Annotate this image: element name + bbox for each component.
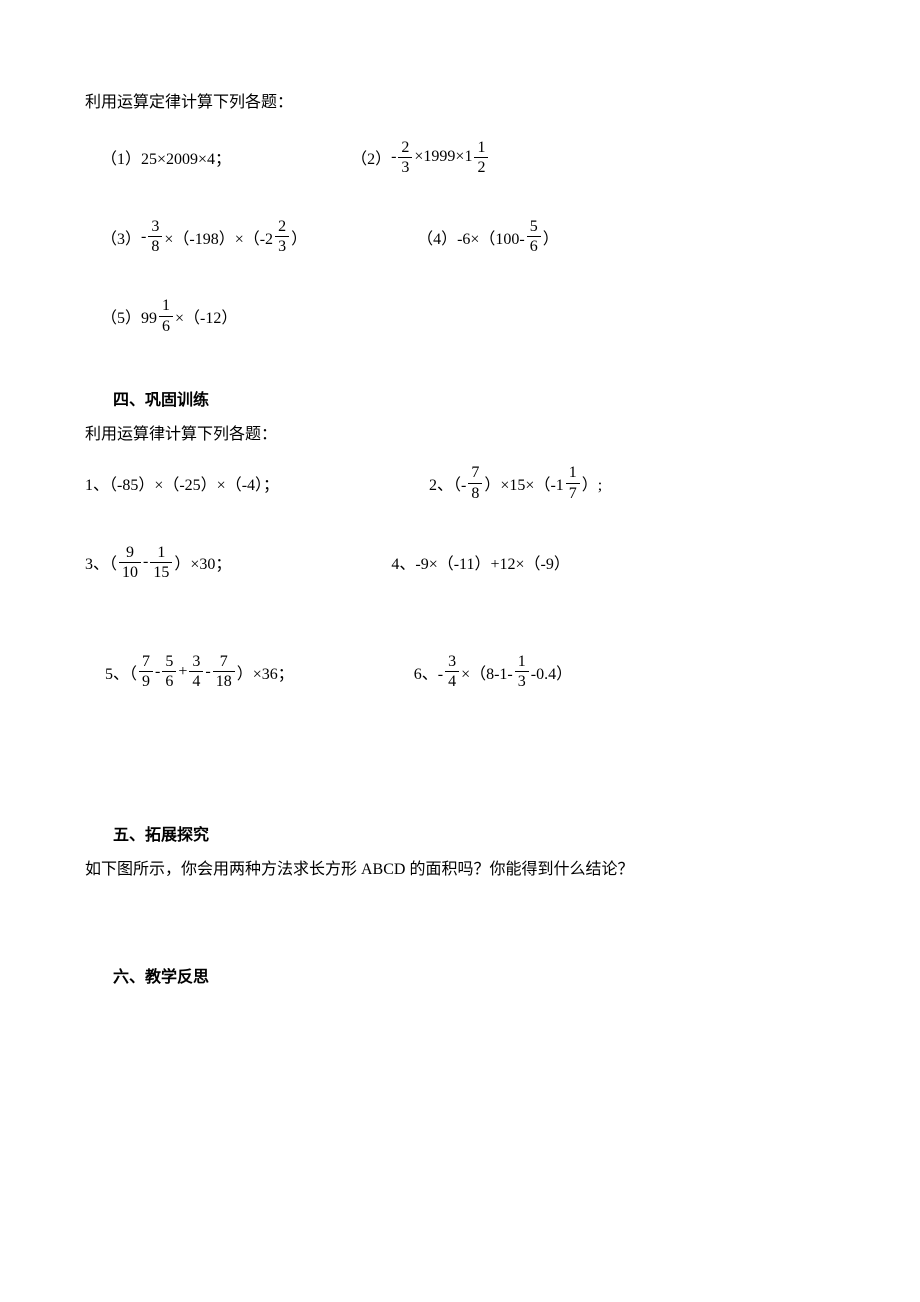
frac-den: 8: [468, 484, 482, 503]
p5: （5）99 1 6 ×（-12）: [85, 296, 237, 335]
frac-1-3: 1 3: [515, 652, 529, 691]
frac-1-2: 1 2: [474, 138, 488, 177]
frac-den: 7: [566, 484, 580, 503]
p3-mid: ×（-198）×（-2: [164, 225, 273, 249]
intro-2: 利用运算律计算下列各题：: [85, 422, 835, 448]
row-q3-q4: 3、（ 9 10 - 1 15 ）×30； 4、-9×（-11）+12×（-9）: [85, 543, 835, 582]
q2: 2、（- 7 8 ）×15×（-1 1 7 ）;: [429, 463, 602, 502]
frac-num: 1: [566, 463, 580, 483]
q3: 3、（ 9 10 - 1 15 ）×30；: [85, 543, 231, 582]
frac-3-4b: 3 4: [445, 652, 459, 691]
row-q5-q6: 5、（ 7 9 - 5 6 + 3 4 - 7 18 ）×36； 6、- 3 4…: [85, 652, 835, 691]
q6-label: 6、-: [414, 660, 443, 684]
frac-1-6: 1 6: [159, 296, 173, 335]
heading-5: 五、拓展探究: [85, 821, 835, 845]
q5-m1: -: [155, 663, 160, 681]
q6: 6、- 3 4 ×（8-1- 1 3 -0.4）: [414, 652, 572, 691]
p5-suffix: ×（-12）: [175, 304, 237, 328]
row-p5: （5）99 1 6 ×（-12）: [85, 296, 835, 335]
p2-label: （2）: [351, 145, 391, 169]
row-p1-p2: （1）25×2009×4； （2） - 2 3 ×1999×1 1 2: [85, 138, 835, 177]
q6-suffix: -0.4）: [531, 660, 572, 684]
frac-den: 3: [398, 158, 412, 177]
frac-1-7: 1 7: [566, 463, 580, 502]
p1: （1）25×2009×4；: [85, 145, 231, 169]
row-p3-p4: （3） - 3 8 ×（-198）×（-2 2 3 ） （4）-6×（100- …: [85, 217, 835, 256]
frac-7-9: 7 9: [139, 652, 153, 691]
frac-den: 6: [162, 672, 176, 691]
p2-prefix: -: [391, 148, 396, 166]
frac-num: 1: [159, 296, 173, 316]
p3: （3） - 3 8 ×（-198）×（-2 2 3 ）: [85, 217, 307, 256]
q6-mid: ×（8-1-: [461, 660, 513, 684]
heading-6: 六、教学反思: [85, 963, 835, 987]
frac-9-10: 9 10: [119, 543, 141, 582]
q3-label: 3、（: [85, 550, 117, 574]
frac-den: 8: [148, 237, 162, 256]
frac-num: 9: [119, 543, 141, 563]
frac-num: 2: [398, 138, 412, 158]
q4: 4、-9×（-11）+12×（-9）: [391, 550, 569, 574]
q3-mid: -: [143, 553, 148, 571]
p2: （2） - 2 3 ×1999×1 1 2: [351, 138, 490, 177]
frac-5-6: 5 6: [527, 217, 541, 256]
frac-den: 18: [213, 672, 235, 691]
frac-7-8: 7 8: [468, 463, 482, 502]
frac-num: 1: [150, 543, 172, 563]
p4-label: （4）-6×（100-: [417, 225, 525, 249]
frac-den: 6: [527, 237, 541, 256]
q5-label: 5、（: [105, 660, 137, 684]
frac-5-6b: 5 6: [162, 652, 176, 691]
frac-3-4: 3 4: [189, 652, 203, 691]
frac-den: 2: [474, 158, 488, 177]
p2-mid: ×1999×1: [414, 148, 472, 166]
q5-m2: +: [178, 663, 187, 681]
frac-1-15: 1 15: [150, 543, 172, 582]
q5-m3: -: [205, 663, 210, 681]
frac-num: 7: [139, 652, 153, 672]
frac-den: 10: [119, 563, 141, 582]
heading-4: 四、巩固训练: [85, 386, 835, 410]
q5: 5、（ 7 9 - 5 6 + 3 4 - 7 18 ）×36；: [85, 652, 294, 691]
q2-label: 2、（-: [429, 471, 466, 495]
frac-num: 1: [515, 652, 529, 672]
p3-prefix: -: [141, 228, 146, 246]
frac-2-3b: 2 3: [275, 217, 289, 256]
row-q1-q2: 1、（-85）×（-25）×（-4）； 2、（- 7 8 ）×15×（-1 1 …: [85, 463, 835, 502]
p3-suffix: ）: [291, 225, 307, 249]
intro-1: 利用运算定律计算下列各题：: [85, 90, 835, 116]
p4-suffix: ）: [543, 225, 559, 249]
frac-num: 7: [213, 652, 235, 672]
frac-num: 2: [275, 217, 289, 237]
frac-den: 4: [445, 672, 459, 691]
frac-2-3: 2 3: [398, 138, 412, 177]
frac-den: 15: [150, 563, 172, 582]
p3-label: （3）: [101, 225, 141, 249]
p5-label: （5）99: [101, 304, 157, 328]
frac-num: 7: [468, 463, 482, 483]
frac-num: 5: [527, 217, 541, 237]
q2-mid: ）×15×（-1: [484, 471, 563, 495]
frac-7-18: 7 18: [213, 652, 235, 691]
frac-den: 3: [275, 237, 289, 256]
frac-num: 5: [162, 652, 176, 672]
q1: 1、（-85）×（-25）×（-4）；: [85, 471, 279, 495]
explore-text: 如下图所示，你会用两种方法求长方形 ABCD 的面积吗？你能得到什么结论？: [85, 857, 835, 883]
frac-den: 9: [139, 672, 153, 691]
frac-num: 3: [445, 652, 459, 672]
frac-den: 6: [159, 317, 173, 336]
frac-num: 3: [148, 217, 162, 237]
q2-suffix: ）;: [582, 471, 602, 495]
frac-num: 3: [189, 652, 203, 672]
q5-suffix: ）×36；: [237, 660, 294, 684]
frac-3-8: 3 8: [148, 217, 162, 256]
frac-num: 1: [474, 138, 488, 158]
frac-den: 4: [189, 672, 203, 691]
p4: （4）-6×（100- 5 6 ）: [417, 217, 559, 256]
frac-den: 3: [515, 672, 529, 691]
q3-suffix: ）×30；: [174, 550, 231, 574]
